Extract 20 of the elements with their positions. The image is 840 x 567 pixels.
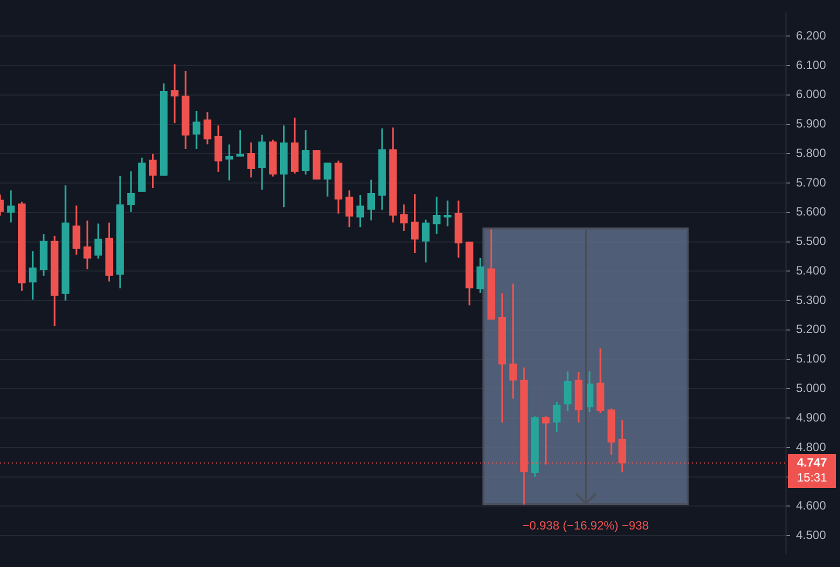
- y-tick-label: 5.400: [796, 263, 826, 278]
- y-tick-label: 4.500: [796, 528, 826, 542]
- y-tick-label: 5.700: [796, 175, 826, 190]
- y-tick-label: 6.100: [796, 58, 826, 72]
- y-tick-label: 5.300: [796, 292, 826, 307]
- annotation: −0.938 (−16.92%) −938: [522, 518, 650, 532]
- y-tick-label: 4.900: [796, 410, 826, 424]
- y-tick-label: 4.600: [796, 498, 826, 513]
- y-tick-label: 5.100: [796, 352, 826, 366]
- y-tick-label: 5.000: [796, 380, 826, 395]
- y-tick-label: 5.200: [796, 322, 826, 336]
- ref-line-label: 4.747: [796, 455, 828, 470]
- y-tick-label: 6.200: [796, 28, 826, 42]
- y-tick-label: 5.600: [796, 204, 826, 219]
- text: 15:31: [796, 470, 828, 484]
- y-tick-label: 5.800: [796, 146, 826, 160]
- y-tick-label: 6.000: [796, 87, 826, 102]
- y-tick-label: 5.500: [796, 234, 826, 248]
- y-tick-label: 4.800: [796, 440, 826, 454]
- y-tick-label: 5.900: [796, 116, 826, 131]
